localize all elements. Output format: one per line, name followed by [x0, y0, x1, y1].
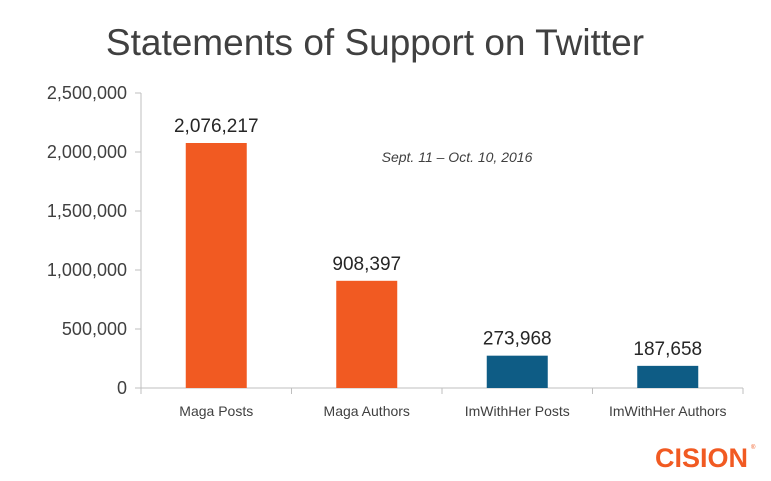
- category-label: Maga Authors: [324, 403, 410, 419]
- chart-title: Statements of Support on Twitter: [106, 22, 644, 63]
- data-label: 908,397: [332, 254, 401, 275]
- y-tick-label: 1,500,000: [47, 201, 127, 221]
- bar: [486, 355, 548, 388]
- data-label: 2,076,217: [174, 116, 259, 137]
- y-axis: 0 500,000 1,000,000 1,500,000 2,000,000 2,500…: [47, 83, 142, 398]
- bar: [185, 143, 247, 388]
- category-label: ImWithHer Authors: [609, 403, 726, 419]
- date-range-annotation: Sept. 11 – Oct. 10, 2016: [382, 149, 533, 165]
- logo-registered-mark: ®: [751, 444, 756, 451]
- bar: [336, 280, 398, 388]
- category-label: Maga Posts: [179, 403, 253, 419]
- logo-text: CISION: [655, 443, 748, 473]
- y-tick-label: 500,000: [62, 319, 127, 339]
- y-tick-label: 0: [117, 378, 127, 398]
- cision-logo: CISION ®: [655, 443, 756, 473]
- data-label: 187,658: [633, 339, 702, 360]
- category-label: ImWithHer Posts: [465, 403, 570, 419]
- category-labels: Maga Posts Maga Authors ImWithHer Posts ImW…: [179, 403, 726, 419]
- y-tick-label: 2,500,000: [47, 83, 127, 103]
- y-tick-label: 1,000,000: [47, 260, 127, 280]
- bars: [185, 143, 699, 388]
- bar: [637, 365, 699, 388]
- data-labels: 2,076,217 908,397 273,968 187,658: [174, 116, 702, 360]
- x-axis: [140, 387, 744, 394]
- y-tick-label: 2,000,000: [47, 142, 127, 162]
- data-label: 273,968: [483, 329, 552, 350]
